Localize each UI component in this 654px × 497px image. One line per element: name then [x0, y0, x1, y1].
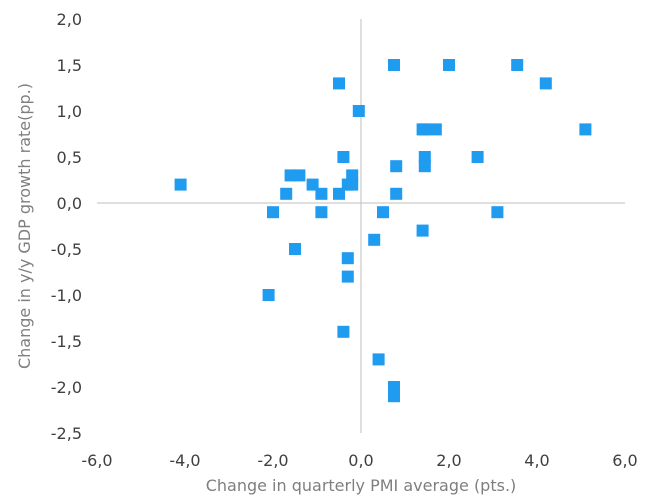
data-point [346, 169, 359, 182]
data-point [418, 151, 431, 163]
data-point [337, 325, 350, 338]
y-tick-label: -2,5 [51, 424, 82, 443]
data-point [388, 381, 400, 393]
data-point [418, 123, 431, 136]
axes [97, 19, 625, 433]
data-point [418, 160, 431, 173]
data-point [443, 59, 455, 71]
y-tick-label: 0,5 [57, 148, 82, 167]
x-tick-label: -4,0 [169, 451, 200, 470]
data-point [390, 160, 403, 173]
data-point [262, 289, 275, 301]
data-point [315, 206, 328, 219]
data-point [368, 233, 381, 246]
data-point [390, 187, 403, 200]
data-point [333, 77, 345, 90]
y-tick-label: -0,5 [51, 240, 82, 259]
data-point [280, 187, 293, 200]
data-point [491, 206, 504, 219]
data-point [377, 206, 389, 219]
x-tick-label: -6,0 [81, 451, 112, 470]
data-point [471, 151, 484, 163]
x-tick-label: 0,0 [348, 451, 373, 470]
data-point [174, 178, 187, 191]
data-point [416, 224, 429, 237]
data-point [341, 252, 354, 265]
data-point [539, 77, 552, 90]
x-tick-labels: -6,0 -4,0 -2,0 0,0 2,0 4,0 6,0 [81, 451, 637, 470]
data-points [174, 59, 592, 403]
data-point [352, 105, 365, 117]
y-tick-label: 0,0 [57, 194, 82, 213]
x-tick-label: -2,0 [257, 451, 288, 470]
y-tick-label: 1,0 [57, 102, 82, 121]
y-tick-label: 1,5 [57, 56, 82, 75]
y-tick-label: -1,0 [51, 286, 82, 305]
x-axis-title: Change in quarterly PMI average (pts.) [206, 476, 517, 495]
data-point [346, 178, 359, 191]
data-point [341, 270, 354, 283]
data-point [315, 187, 328, 200]
data-point [333, 187, 345, 200]
data-point [388, 390, 400, 403]
x-tick-label: 6,0 [612, 451, 637, 470]
data-point [372, 353, 385, 366]
data-point [289, 243, 301, 255]
data-point [293, 169, 306, 182]
x-tick-label: 2,0 [436, 451, 461, 470]
data-point [337, 151, 350, 163]
data-point [511, 59, 524, 71]
data-point [429, 123, 442, 136]
y-tick-labels: 2,0 1,5 1,0 0,5 0,0 -0,5 -1,0 -1,5 -2,0 -2,5 [51, 10, 82, 443]
data-point [267, 206, 279, 219]
x-tick-label: 4,0 [524, 451, 549, 470]
y-tick-label: 2,0 [57, 10, 82, 29]
y-tick-label: -2,0 [51, 378, 82, 397]
y-tick-label: -1,5 [51, 332, 82, 351]
y-axis-title: Change in y/y GDP growth rate(pp.) [15, 83, 34, 369]
data-point [306, 178, 319, 191]
data-point [579, 123, 592, 136]
data-point [388, 59, 400, 71]
